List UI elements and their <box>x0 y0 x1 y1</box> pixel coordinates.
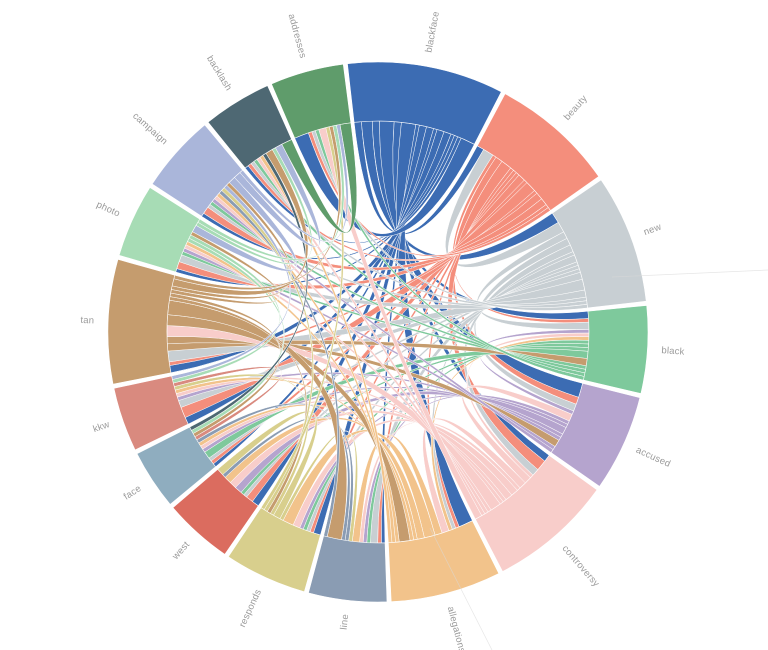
chord-arc-backlash[interactable] <box>207 85 293 169</box>
chord-label-addresses: addresses <box>286 13 309 60</box>
chord-arc-face[interactable] <box>136 426 217 505</box>
chord-label-controversy: controversy <box>560 543 602 589</box>
chord-label-blackface: blackface <box>424 10 442 53</box>
chord-arc-controversy[interactable] <box>474 454 598 572</box>
chord-arc-allegations[interactable] <box>388 520 500 602</box>
chord-label-tan: tan <box>80 315 94 327</box>
chord-label-responds: responds <box>237 588 264 630</box>
chord-label-photo: photo <box>95 199 122 219</box>
chord-arc-west[interactable] <box>172 468 259 555</box>
chord-arc-addresses[interactable] <box>271 63 352 139</box>
chord-arc-blackface[interactable] <box>347 61 502 145</box>
artifact-hairline-1 <box>429 527 493 650</box>
chord-label-west: west <box>170 539 193 562</box>
arcs-layer <box>107 61 649 603</box>
artifact-lines-layer <box>429 269 768 650</box>
chord-label-campaign: campaign <box>130 111 169 148</box>
chord-arc-photo[interactable] <box>118 187 201 273</box>
chord-arc-black[interactable] <box>583 305 649 394</box>
chord-arc-new[interactable] <box>551 179 647 309</box>
artifact-hairline-0 <box>611 269 768 278</box>
chord-label-backlash: backlash <box>204 54 234 93</box>
chord-arc-beauty[interactable] <box>476 93 600 211</box>
chord-arc-responds[interactable] <box>227 507 321 593</box>
chord-label-accused: accused <box>634 445 672 470</box>
chord-arc-line[interactable] <box>308 535 388 603</box>
chord-label-black: black <box>661 345 685 358</box>
ribbons-layer <box>166 120 590 544</box>
chord-arc-tan[interactable] <box>107 258 176 385</box>
chord-arc-campaign[interactable] <box>151 124 244 217</box>
chord-label-allegations: allegations <box>445 605 468 650</box>
chord-label-kkw: kkw <box>92 419 112 435</box>
chord-label-line: line <box>339 614 352 631</box>
chord-label-face: face <box>122 483 144 502</box>
chord-label-new: new <box>642 222 663 239</box>
chord-arc-kkw[interactable] <box>113 375 189 451</box>
chord-arc-accused[interactable] <box>550 382 641 487</box>
chord-label-beauty: beauty <box>562 93 590 123</box>
